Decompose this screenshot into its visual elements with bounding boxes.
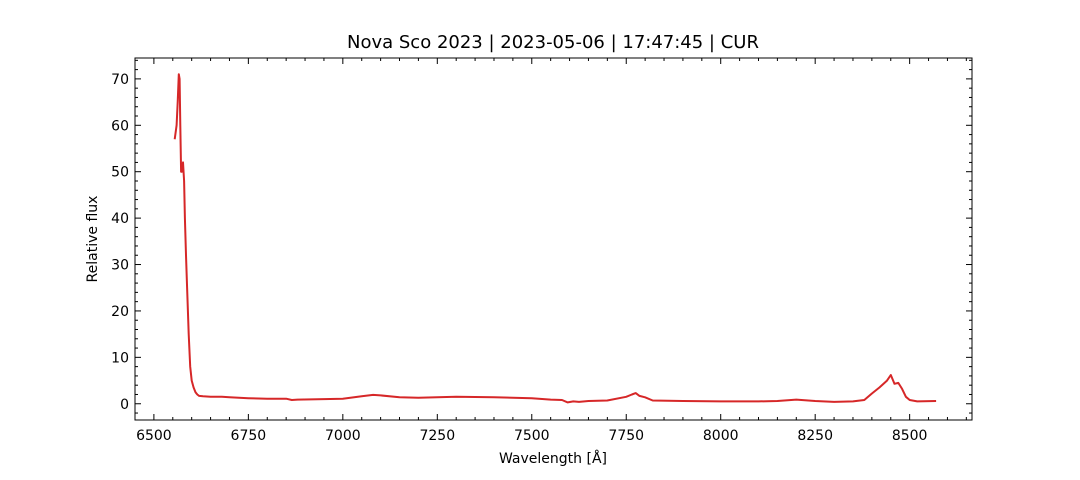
axis-ticks: 6500 6750 7000 7250 7500 7750 8000 8250 8500 0 10 2… [111,58,972,444]
y-tick-label: 60 [111,118,129,134]
x-tick-label: 7750 [608,428,644,444]
x-tick-label: 7000 [325,428,361,444]
y-tick-label: 70 [111,72,129,88]
x-axis-label: Wavelength [Å] [499,450,607,467]
y-tick-label: 40 [111,211,129,227]
x-tick-label: 8250 [797,428,833,444]
plot-area-frame [134,57,973,421]
x-tick-label: 6750 [231,428,267,444]
y-tick-label: 50 [111,165,129,181]
y-tick-label: 30 [111,258,129,274]
chart-title: Nova Sco 2023 | 2023-05-06 | 17:47:45 | … [347,32,759,53]
y-tick-label: 20 [111,304,129,320]
y-tick-label: 0 [120,397,129,413]
series-layer [173,73,937,404]
y-axis-label: Relative flux [85,196,101,283]
x-tick-label: 8000 [703,428,739,444]
x-tick-label: 7500 [514,428,550,444]
x-tick-label: 8500 [892,428,928,444]
x-tick-label: 6500 [136,428,172,444]
spectrum-line [173,73,937,404]
y-tick-label: 10 [111,350,129,366]
x-tick-label: 7250 [419,428,455,444]
